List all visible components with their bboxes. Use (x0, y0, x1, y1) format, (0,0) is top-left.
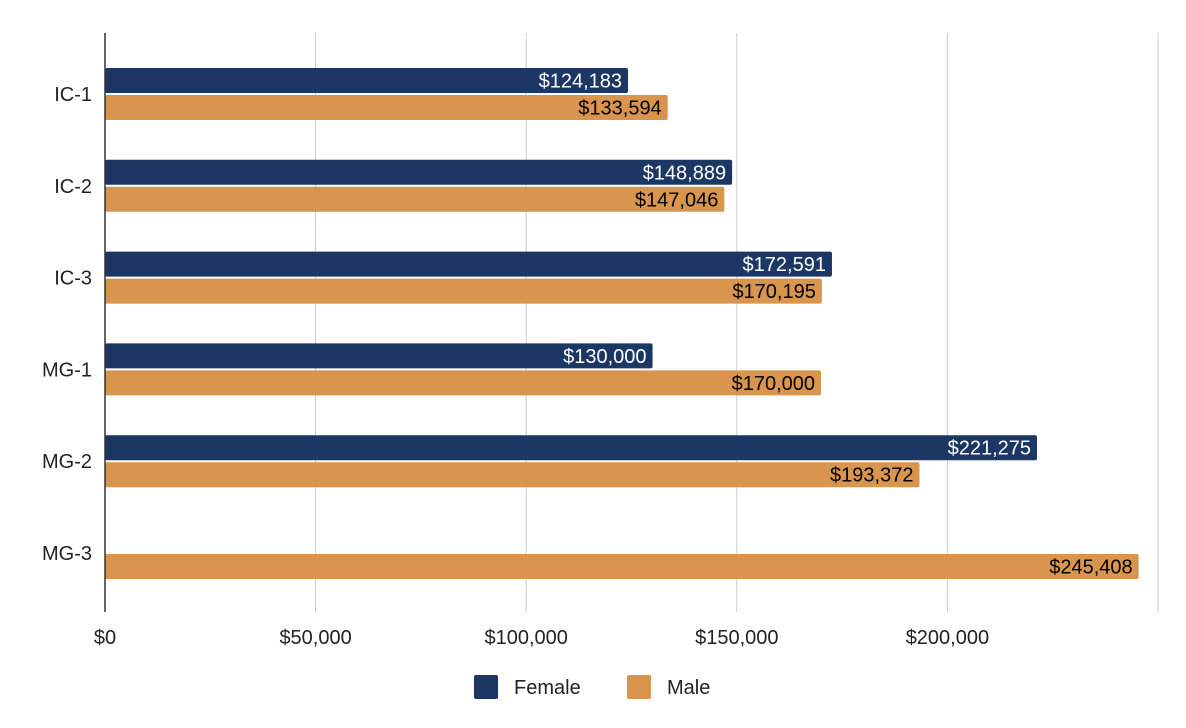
legend-label-female: Female (514, 677, 581, 699)
category-label: IC-1 (54, 84, 92, 106)
category-label: IC-2 (54, 176, 92, 198)
legend: Female Male (474, 675, 710, 699)
bar-male (105, 95, 668, 120)
x-tick-label: $0 (94, 627, 116, 649)
data-label: $193,372 (830, 465, 913, 487)
data-label: $221,275 (948, 438, 1031, 460)
category-label: MG-3 (42, 543, 92, 565)
x-tick-label: $200,000 (906, 627, 989, 649)
x-tick-label: $100,000 (484, 627, 567, 649)
gridlines (315, 33, 1159, 612)
category-label: MG-1 (42, 359, 92, 381)
bar-female (105, 435, 1038, 461)
data-label: $172,591 (743, 254, 826, 276)
data-label: $133,594 (578, 98, 661, 120)
legend-swatch-female (474, 675, 498, 699)
data-label: $170,000 (732, 373, 815, 395)
x-axis-ticks: $0 $50,000 $100,000 $150,000 $200,000 (94, 627, 989, 649)
category-label: MG-2 (42, 451, 92, 473)
category-label: IC-3 (54, 268, 92, 290)
legend-swatch-male (627, 675, 651, 699)
bar-male (105, 554, 1139, 579)
bars: $124,183 $133,594 $148,889 $147,046 $172,591… (105, 68, 1139, 579)
x-tick-label: $50,000 (279, 627, 351, 649)
bar-male (105, 462, 920, 488)
bar-male (105, 370, 822, 396)
data-label: $130,000 (563, 346, 646, 368)
y-axis-categories: IC-1 IC-2 IC-3 MG-1 MG-2 MG-3 (42, 84, 92, 565)
bar-male (105, 186, 725, 212)
bar-female (105, 343, 653, 369)
data-label: $124,183 (539, 71, 622, 93)
data-label: $148,889 (643, 162, 726, 184)
bar-male (105, 278, 822, 304)
data-label: $245,408 (1049, 557, 1132, 579)
bar-female (105, 159, 733, 185)
bar-female (105, 68, 629, 93)
data-label: $170,195 (732, 281, 815, 303)
x-tick-label: $150,000 (695, 627, 778, 649)
data-label: $147,046 (635, 189, 718, 211)
legend-label-male: Male (667, 677, 710, 699)
bar-female (105, 251, 832, 277)
